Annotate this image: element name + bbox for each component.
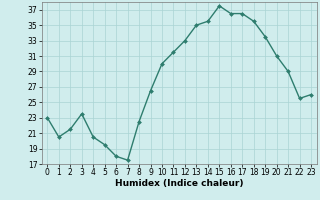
X-axis label: Humidex (Indice chaleur): Humidex (Indice chaleur) xyxy=(115,179,244,188)
